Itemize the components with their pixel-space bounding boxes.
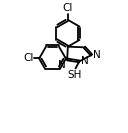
Text: Cl: Cl xyxy=(23,53,33,63)
Text: Cl: Cl xyxy=(63,3,73,13)
Text: N: N xyxy=(93,50,101,60)
Text: SH: SH xyxy=(68,70,82,80)
Text: N: N xyxy=(58,60,66,70)
Text: N: N xyxy=(81,56,89,66)
